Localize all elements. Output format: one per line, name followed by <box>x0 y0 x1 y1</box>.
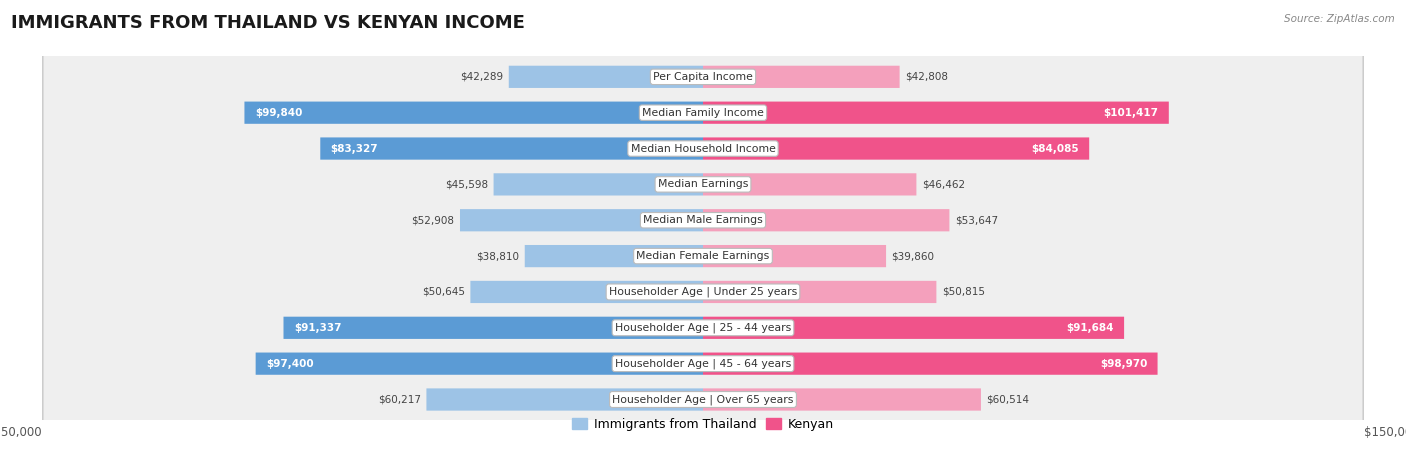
Text: $91,337: $91,337 <box>294 323 342 333</box>
FancyBboxPatch shape <box>44 0 1362 467</box>
FancyBboxPatch shape <box>703 389 981 410</box>
Text: $101,417: $101,417 <box>1104 108 1159 118</box>
FancyBboxPatch shape <box>703 281 936 303</box>
FancyBboxPatch shape <box>44 0 1362 467</box>
Text: $45,598: $45,598 <box>444 179 488 190</box>
FancyBboxPatch shape <box>509 66 703 88</box>
FancyBboxPatch shape <box>44 0 1362 467</box>
Text: $83,327: $83,327 <box>330 143 378 154</box>
FancyBboxPatch shape <box>426 389 703 410</box>
Text: Householder Age | Over 65 years: Householder Age | Over 65 years <box>612 394 794 405</box>
Text: $60,217: $60,217 <box>378 395 420 404</box>
Text: $84,085: $84,085 <box>1031 143 1078 154</box>
Text: Median Female Earnings: Median Female Earnings <box>637 251 769 261</box>
Text: Median Household Income: Median Household Income <box>630 143 776 154</box>
Text: $46,462: $46,462 <box>922 179 965 190</box>
Text: $42,808: $42,808 <box>905 72 948 82</box>
FancyBboxPatch shape <box>44 0 1362 467</box>
FancyBboxPatch shape <box>471 281 703 303</box>
Text: Householder Age | 25 - 44 years: Householder Age | 25 - 44 years <box>614 323 792 333</box>
Text: $99,840: $99,840 <box>254 108 302 118</box>
Text: $42,289: $42,289 <box>460 72 503 82</box>
FancyBboxPatch shape <box>703 102 1168 124</box>
FancyBboxPatch shape <box>44 0 1362 467</box>
Text: Per Capita Income: Per Capita Income <box>652 72 754 82</box>
FancyBboxPatch shape <box>245 102 703 124</box>
Text: $53,647: $53,647 <box>955 215 998 225</box>
FancyBboxPatch shape <box>44 0 1362 467</box>
Text: $91,684: $91,684 <box>1066 323 1114 333</box>
Text: Source: ZipAtlas.com: Source: ZipAtlas.com <box>1284 14 1395 24</box>
FancyBboxPatch shape <box>703 317 1125 339</box>
FancyBboxPatch shape <box>460 209 703 231</box>
FancyBboxPatch shape <box>284 317 703 339</box>
FancyBboxPatch shape <box>44 0 1362 467</box>
Text: $52,908: $52,908 <box>412 215 454 225</box>
FancyBboxPatch shape <box>703 353 1157 375</box>
FancyBboxPatch shape <box>703 137 1090 160</box>
FancyBboxPatch shape <box>256 353 703 375</box>
Text: Householder Age | 45 - 64 years: Householder Age | 45 - 64 years <box>614 358 792 369</box>
FancyBboxPatch shape <box>703 245 886 267</box>
FancyBboxPatch shape <box>524 245 703 267</box>
Text: $39,860: $39,860 <box>891 251 935 261</box>
FancyBboxPatch shape <box>321 137 703 160</box>
Text: $60,514: $60,514 <box>987 395 1029 404</box>
FancyBboxPatch shape <box>44 0 1362 467</box>
FancyBboxPatch shape <box>494 173 703 196</box>
FancyBboxPatch shape <box>44 0 1362 467</box>
Text: Median Earnings: Median Earnings <box>658 179 748 190</box>
FancyBboxPatch shape <box>703 66 900 88</box>
Text: Householder Age | Under 25 years: Householder Age | Under 25 years <box>609 287 797 297</box>
FancyBboxPatch shape <box>44 0 1362 467</box>
FancyBboxPatch shape <box>703 173 917 196</box>
FancyBboxPatch shape <box>703 209 949 231</box>
Text: $50,645: $50,645 <box>422 287 465 297</box>
Text: Median Male Earnings: Median Male Earnings <box>643 215 763 225</box>
Text: $98,970: $98,970 <box>1099 359 1147 368</box>
Text: Median Family Income: Median Family Income <box>643 108 763 118</box>
Text: $38,810: $38,810 <box>477 251 519 261</box>
Legend: Immigrants from Thailand, Kenyan: Immigrants from Thailand, Kenyan <box>568 413 838 436</box>
Text: IMMIGRANTS FROM THAILAND VS KENYAN INCOME: IMMIGRANTS FROM THAILAND VS KENYAN INCOM… <box>11 14 524 32</box>
Text: $50,815: $50,815 <box>942 287 984 297</box>
Text: $97,400: $97,400 <box>266 359 314 368</box>
